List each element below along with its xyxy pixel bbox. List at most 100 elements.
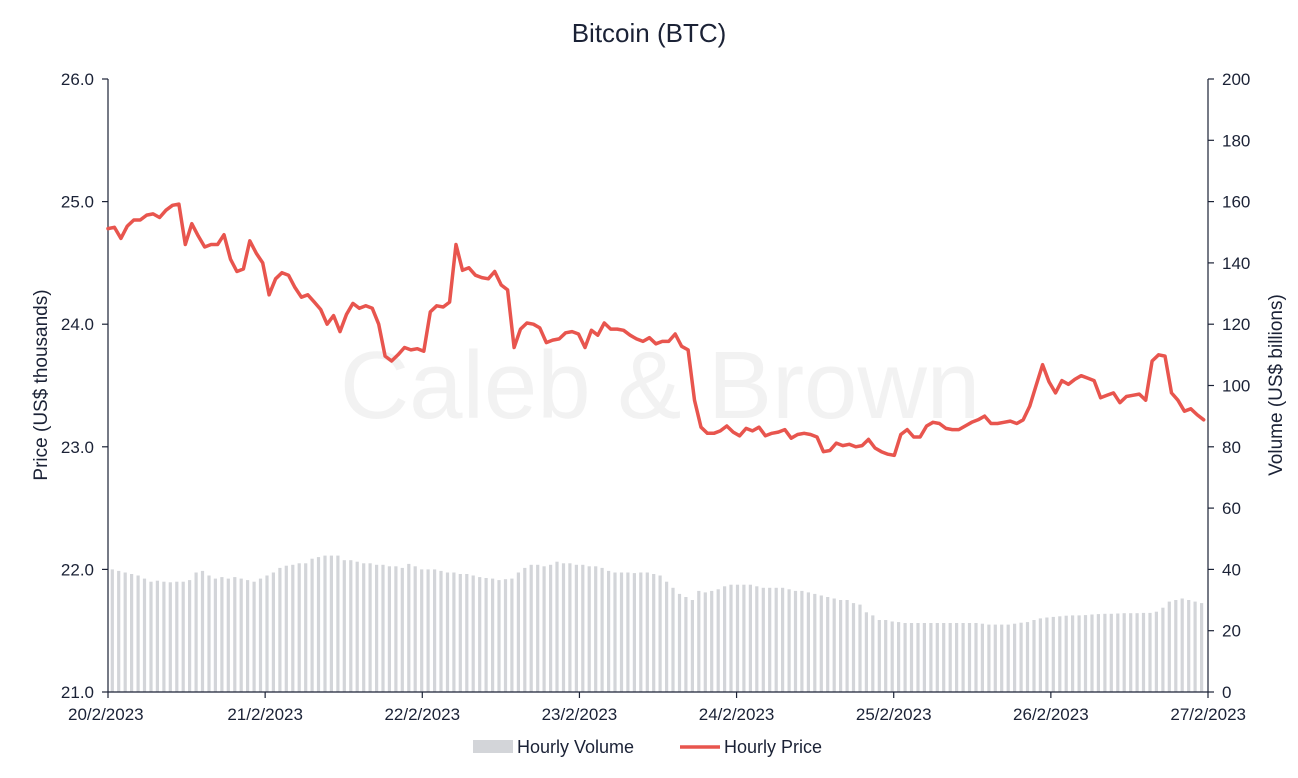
volume-bar	[1090, 614, 1094, 692]
volume-bar	[1051, 616, 1055, 692]
volume-bar	[130, 574, 134, 692]
volume-bar	[1025, 622, 1030, 692]
volume-bar	[181, 581, 185, 692]
volume-bar	[439, 570, 443, 692]
y-left-tick-label: 25.0	[61, 193, 94, 212]
volume-bar	[748, 584, 752, 692]
volume-bar	[542, 566, 546, 692]
volume-bar	[832, 598, 836, 692]
volume-bar	[1045, 617, 1049, 692]
volume-bar	[1096, 614, 1100, 692]
y-right-tick-label: 160	[1222, 193, 1250, 212]
volume-bar	[703, 592, 707, 692]
volume-bar	[1161, 607, 1165, 692]
volume-bar	[729, 584, 733, 692]
volume-bar	[1180, 598, 1184, 692]
volume-bar	[155, 580, 159, 692]
x-tick-label: 25/2/2023	[856, 705, 932, 724]
volume-bar	[839, 600, 843, 692]
volume-bar	[316, 557, 321, 692]
volume-bar	[568, 563, 572, 692]
volume-bar	[1167, 601, 1171, 692]
volume-bar	[452, 572, 456, 692]
volume-bar	[761, 587, 765, 692]
volume-bar	[503, 579, 508, 692]
volume-bar	[355, 561, 359, 692]
y-right-tick-label: 40	[1222, 560, 1241, 579]
y-left-tick-label: 24.0	[61, 315, 94, 334]
volume-bar	[871, 615, 875, 692]
volume-bar	[278, 567, 282, 692]
chart-title: Bitcoin (BTC)	[572, 18, 727, 48]
volume-bar	[336, 555, 340, 692]
volume-bar	[723, 586, 727, 692]
volume-bar	[1193, 601, 1197, 692]
y-right-tick-label: 200	[1222, 70, 1250, 89]
volume-bar	[974, 623, 978, 692]
volume-bar	[239, 578, 243, 692]
volume-bar	[271, 572, 275, 692]
x-tick-label: 27/2/2023	[1170, 705, 1246, 724]
volume-bar	[690, 600, 694, 692]
volume-bar	[1154, 611, 1158, 692]
volume-bar	[478, 577, 482, 692]
volume-bar	[1174, 600, 1178, 692]
legend: Hourly Volume Hourly Price	[473, 737, 822, 757]
volume-bar	[1141, 612, 1146, 692]
y-right-tick-label: 60	[1222, 499, 1241, 518]
volume-bar	[1071, 615, 1075, 692]
volume-bar	[342, 560, 346, 692]
volume-bar	[774, 587, 778, 692]
volume-bar	[587, 566, 591, 692]
volume-bar	[497, 580, 501, 692]
volume-bar	[826, 597, 830, 692]
volume-bar	[735, 584, 740, 692]
volume-bar	[233, 577, 237, 692]
volume-bar	[897, 622, 901, 692]
volume-bar	[213, 578, 217, 692]
volume-bar	[993, 624, 997, 692]
price-line	[106, 202, 1206, 458]
volume-bar	[677, 593, 682, 692]
legend-volume-label: Hourly Volume	[517, 737, 634, 757]
volume-bar	[600, 567, 604, 692]
volume-bar	[1077, 615, 1081, 692]
legend-volume-swatch	[473, 740, 513, 753]
volume-bar	[607, 570, 611, 692]
volume-bar	[806, 592, 810, 692]
volume-bar	[793, 590, 798, 692]
volume-bar	[574, 564, 578, 692]
volume-bar	[407, 563, 411, 692]
volume-bar	[922, 623, 926, 692]
volume-bar	[845, 600, 849, 692]
volume-bar	[955, 623, 959, 692]
volume-bar	[265, 575, 269, 692]
volume-bar	[381, 564, 385, 692]
volume-bar	[194, 572, 198, 692]
volume-bar	[291, 564, 295, 692]
volume-bar	[510, 578, 514, 692]
y-right-tick-label: 80	[1222, 438, 1241, 457]
volume-bar	[561, 563, 566, 692]
volume-bar	[980, 623, 984, 692]
volume-bar	[484, 578, 488, 692]
volume-bar	[258, 578, 263, 692]
volume-bar	[626, 572, 630, 692]
volume-bar	[903, 623, 907, 692]
x-tick-label: 24/2/2023	[699, 705, 775, 724]
y-left-tick-label: 22.0	[61, 560, 94, 579]
volume-bar	[697, 590, 701, 692]
tick-marks	[102, 78, 1214, 698]
volume-bar	[123, 572, 127, 692]
volume-bar	[246, 580, 250, 692]
volume-bar	[581, 564, 585, 692]
volume-bar	[523, 567, 527, 692]
volume-bar	[387, 566, 391, 692]
volume-bar	[671, 587, 675, 692]
volume-bar	[1187, 600, 1191, 692]
volume-bar	[942, 623, 946, 692]
volume-bar	[813, 593, 817, 692]
volume-bar	[716, 589, 720, 692]
volume-bar	[639, 572, 643, 692]
